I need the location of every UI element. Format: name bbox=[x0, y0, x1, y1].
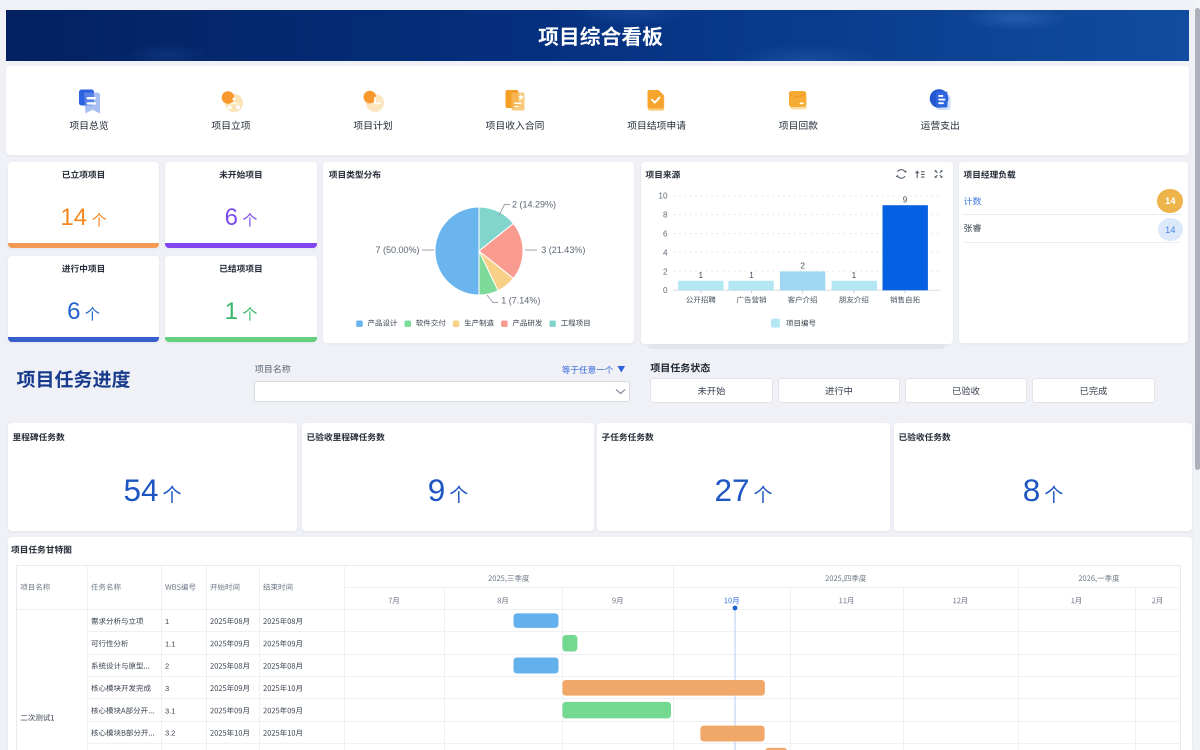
svg-text:27: 27 bbox=[715, 472, 750, 508]
svg-text:14: 14 bbox=[1165, 225, 1176, 236]
svg-text:14: 14 bbox=[1165, 196, 1176, 207]
svg-text:8: 8 bbox=[663, 211, 668, 220]
svg-text:8: 8 bbox=[1023, 472, 1041, 508]
svg-text:2 (14.29%): 2 (14.29%) bbox=[512, 200, 556, 210]
svg-text:6: 6 bbox=[67, 298, 80, 325]
svg-text:54: 54 bbox=[124, 472, 159, 508]
svg-text:1: 1 bbox=[749, 271, 754, 280]
svg-text:6: 6 bbox=[225, 204, 238, 231]
svg-text:1: 1 bbox=[165, 617, 169, 626]
svg-text:3.2: 3.2 bbox=[165, 729, 175, 738]
svg-text:9: 9 bbox=[428, 472, 446, 508]
svg-text:2: 2 bbox=[663, 267, 668, 276]
svg-text:0: 0 bbox=[663, 286, 668, 295]
svg-text:9: 9 bbox=[903, 195, 908, 204]
svg-text:6: 6 bbox=[663, 230, 668, 239]
svg-text:1: 1 bbox=[225, 298, 238, 325]
svg-text:3.1: 3.1 bbox=[165, 706, 175, 715]
svg-text:2: 2 bbox=[165, 662, 169, 671]
svg-text:7 (50.00%): 7 (50.00%) bbox=[375, 245, 419, 255]
svg-text:3: 3 bbox=[165, 684, 169, 693]
svg-text:1 (7.14%): 1 (7.14%) bbox=[501, 296, 540, 306]
svg-text:1.1: 1.1 bbox=[165, 639, 175, 648]
svg-text:1: 1 bbox=[852, 271, 857, 280]
svg-text:2: 2 bbox=[800, 262, 805, 271]
svg-text:1: 1 bbox=[699, 271, 704, 280]
svg-text:14: 14 bbox=[60, 204, 87, 231]
svg-text:10: 10 bbox=[658, 192, 668, 201]
svg-text:3 (21.43%): 3 (21.43%) bbox=[541, 245, 585, 255]
svg-text:4: 4 bbox=[663, 248, 668, 257]
